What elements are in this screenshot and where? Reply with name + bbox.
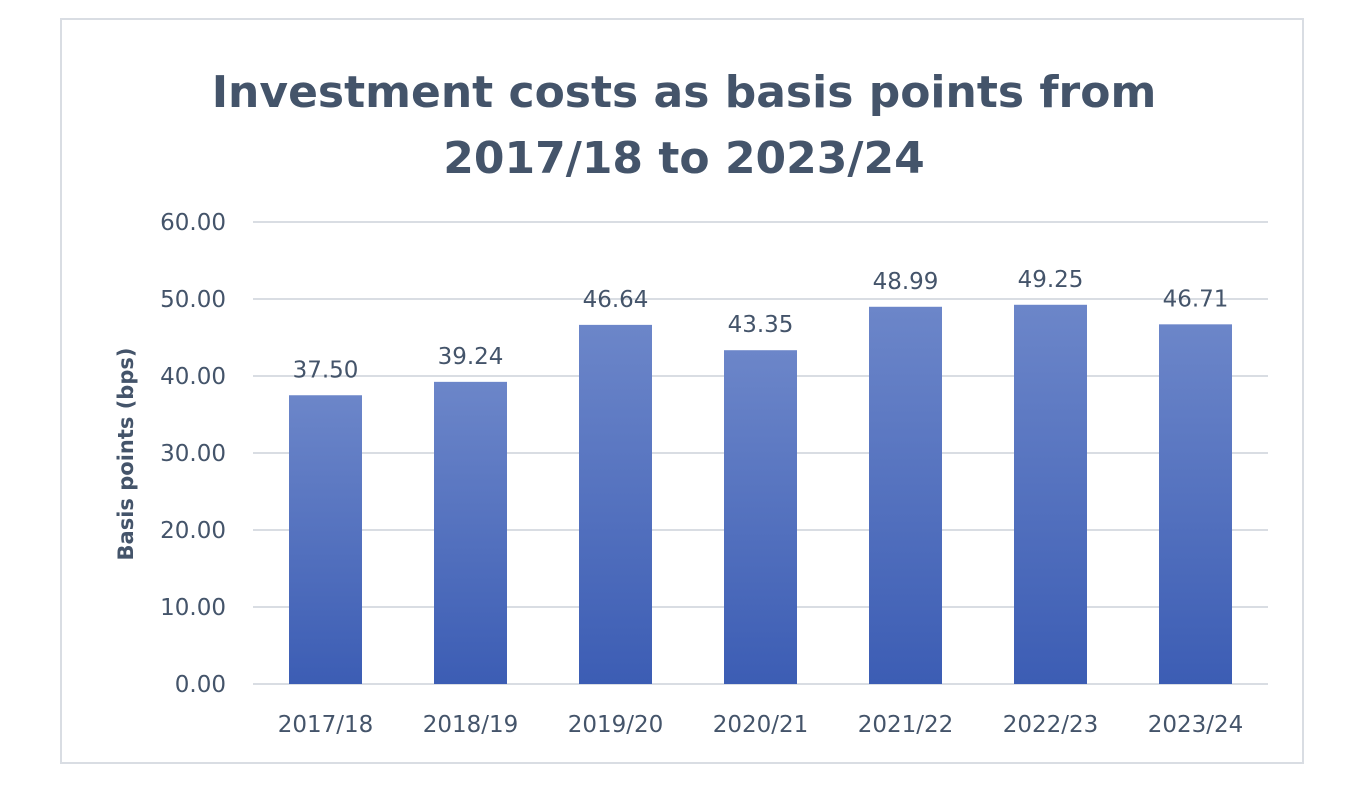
bar-2019/20 — [579, 324, 652, 684]
x-axis-ticks: 2017/18 2018/19 2019/20 2020/21 2021/22 2022/… — [278, 712, 1244, 738]
x-tick-label: 2017/18 — [278, 712, 374, 738]
bar-2021/22 — [869, 306, 942, 684]
y-axis-ticks: 0.00 10.00 20.00 30.00 40.00 50.00 60.00 — [160, 210, 226, 698]
x-tick-label: 2021/22 — [858, 712, 954, 738]
y-tick-label: 0.00 — [175, 672, 226, 698]
chart-title: Investment costs as basis points from 20… — [62, 60, 1306, 192]
bar-2017/18 — [289, 395, 362, 684]
chart-frame: Investment costs as basis points from 20… — [60, 18, 1304, 764]
data-label: 43.35 — [728, 312, 794, 338]
y-tick-label: 20.00 — [160, 518, 226, 544]
y-axis-title: Basis points (bps) — [114, 348, 138, 561]
data-label: 39.24 — [438, 344, 504, 370]
y-tick-label: 30.00 — [160, 441, 226, 467]
chart-title-line-1: Investment costs as basis points from — [211, 67, 1157, 118]
y-tick-label: 40.00 — [160, 364, 226, 390]
x-tick-label: 2023/24 — [1148, 712, 1244, 738]
bar-2022/23 — [1014, 304, 1087, 684]
bar-2020/21 — [724, 350, 797, 684]
x-tick-label: 2018/19 — [423, 712, 519, 738]
x-tick-label: 2022/23 — [1003, 712, 1099, 738]
data-label: 48.99 — [873, 269, 939, 295]
chart-title-line-2: 2017/18 to 2023/24 — [443, 133, 925, 184]
data-labels: 37.50 39.24 46.64 43.35 48.99 49.25 46.71 — [293, 267, 1229, 383]
data-label: 46.71 — [1163, 286, 1229, 312]
bar-2018/19 — [434, 381, 507, 684]
data-label: 37.50 — [293, 357, 359, 383]
bar-2023/24 — [1159, 324, 1232, 684]
x-tick-label: 2019/20 — [568, 712, 664, 738]
data-label: 49.25 — [1018, 267, 1084, 293]
data-label: 46.64 — [583, 287, 649, 313]
bars — [289, 304, 1232, 684]
y-tick-label: 60.00 — [160, 210, 226, 236]
y-tick-label: 10.00 — [160, 595, 226, 621]
x-tick-label: 2020/21 — [713, 712, 809, 738]
y-tick-label: 50.00 — [160, 287, 226, 313]
